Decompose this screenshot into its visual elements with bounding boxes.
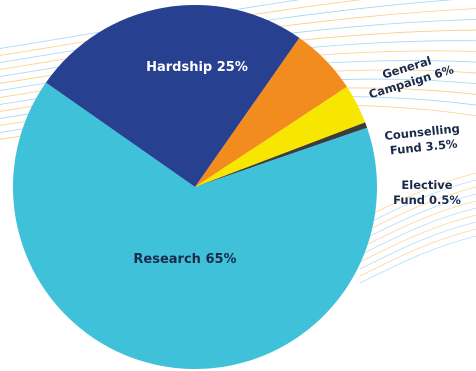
background-line <box>359 221 476 270</box>
background-line <box>359 214 476 263</box>
background-line <box>359 193 476 242</box>
slice-label-research: Research 65% <box>133 252 236 267</box>
background-line <box>359 235 476 284</box>
pie-slice-elective-fund <box>195 122 368 187</box>
pie-slice-hardship <box>45 4 300 188</box>
background-line <box>359 200 476 249</box>
slice-label-hardship: Hardship 25% <box>146 60 248 75</box>
slice-label-elective-line2: Fund 0.5% <box>393 193 461 207</box>
background-line <box>359 207 476 256</box>
pie-slice-general-campaign <box>195 37 347 187</box>
pie-slice-research <box>12 82 377 370</box>
slice-label-elective-line1: Elective <box>401 178 452 192</box>
slice-label-general-campaign: General Campaign 6% <box>367 53 456 101</box>
pie-slice-counselling-fund <box>195 86 366 187</box>
pie-slices <box>12 4 377 370</box>
slice-label-counselling: Counselling Fund 3.5% <box>384 121 461 157</box>
background-line <box>359 186 476 235</box>
background-line <box>359 228 476 277</box>
